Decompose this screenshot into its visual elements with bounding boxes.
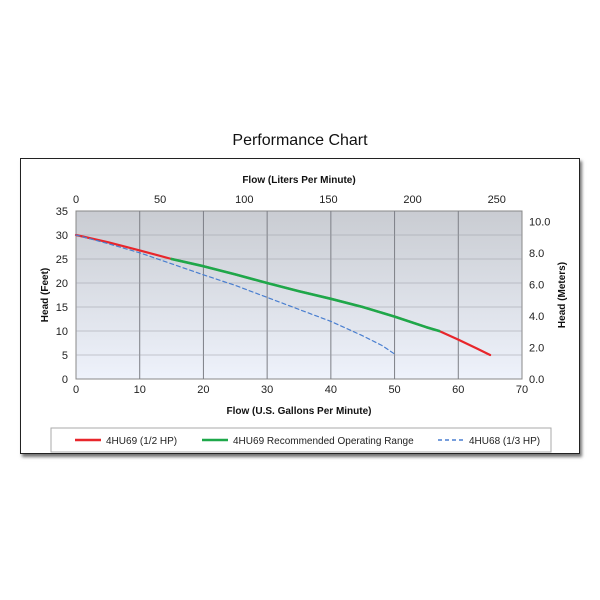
legend-label-4hu69: 4HU69 (1/2 HP) — [106, 436, 177, 447]
page-title: Performance Chart — [232, 132, 368, 149]
x2-tick-label: 50 — [154, 194, 166, 206]
x-tick-label: 10 — [134, 384, 146, 396]
x-tick-label: 60 — [452, 384, 464, 396]
y2-tick-label: 10.0 — [529, 217, 550, 229]
y-tick-label: 35 — [56, 206, 68, 218]
x-tick-label: 70 — [516, 384, 528, 396]
legend-label-recommended-range: 4HU69 Recommended Operating Range — [233, 436, 414, 447]
x2-axis-title: Flow (Liters Per Minute) — [242, 175, 355, 186]
y-tick-label: 0 — [62, 374, 68, 386]
x2-tick-label: 250 — [488, 194, 506, 206]
y-tick-label: 30 — [56, 230, 68, 242]
y2-tick-label: 8.0 — [529, 248, 544, 260]
plot-area — [75, 210, 523, 380]
x-tick-label: 40 — [325, 384, 337, 396]
series-layer — [74, 233, 492, 357]
y-tick-label: 5 — [62, 350, 68, 362]
chart-frame: 0 10 20 30 40 50 60 70 0 5 10 15 20 25 30 35 0 50 100 150 20… — [20, 158, 580, 454]
y-axis-title: Head (Feet) — [40, 268, 51, 322]
x2-tick-label: 0 — [73, 194, 79, 206]
legend-label-4hu68: 4HU68 (1/3 HP) — [469, 436, 540, 447]
x2-tick-label: 100 — [235, 194, 253, 206]
x-axis-title: Flow (U.S. Gallons Per Minute) — [226, 406, 371, 417]
series-line-4hu69-recommended-operating-range — [170, 257, 441, 333]
y-tick-label: 25 — [56, 254, 68, 266]
y2-tick-label: 4.0 — [529, 311, 544, 323]
x-tick-label: 50 — [388, 384, 400, 396]
y-tick-label: 20 — [56, 278, 68, 290]
y-tick-label: 15 — [56, 302, 68, 314]
series-line-4hu68-1-3-hp — [75, 234, 396, 355]
legend: 4HU69 (1/2 HP) 4HU69 Recommended Operati… — [50, 427, 552, 453]
y2-tick-label: 6.0 — [529, 280, 544, 292]
x-tick-label: 30 — [261, 384, 273, 396]
x-tick-label: 20 — [197, 384, 209, 396]
y-tick-label: 10 — [56, 326, 68, 338]
legend-box — [50, 427, 552, 453]
x2-tick-label: 150 — [319, 194, 337, 206]
y2-tick-label: 2.0 — [529, 343, 544, 355]
x2-tick-label: 200 — [403, 194, 421, 206]
y2-tick-label: 0.0 — [529, 374, 544, 386]
x-tick-label: 0 — [73, 384, 79, 396]
y2-axis-title: Head (Meters) — [557, 262, 568, 328]
grid-lines — [76, 211, 522, 379]
performance-chart: 0 10 20 30 40 50 60 70 0 5 10 15 20 25 30 35 0 50 100 150 20… — [40, 175, 568, 453]
tick-labels: 0 10 20 30 40 50 60 70 0 5 10 15 20 25 30 35 0 50 100 150 20… — [56, 194, 551, 396]
